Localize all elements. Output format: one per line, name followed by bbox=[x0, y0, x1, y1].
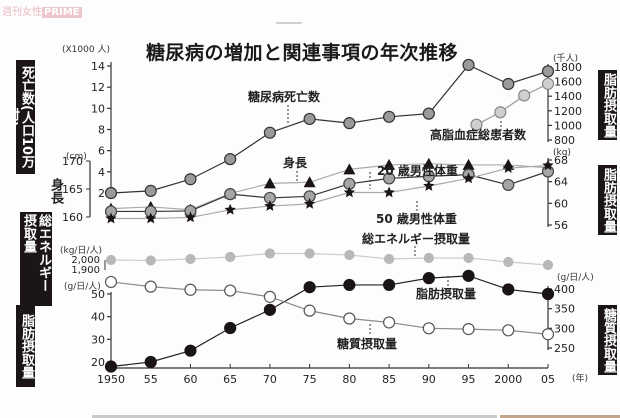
unit-thousand: (千人) bbox=[553, 54, 579, 64]
page-edge-bar bbox=[92, 415, 497, 418]
unit-fat: (g/日/人) bbox=[64, 282, 101, 292]
svg-text:05: 05 bbox=[541, 373, 555, 386]
svg-text:350: 350 bbox=[554, 303, 575, 316]
svg-text:1,900: 1,900 bbox=[71, 265, 100, 276]
svg-text:8: 8 bbox=[98, 124, 105, 137]
svg-text:50: 50 bbox=[91, 288, 105, 301]
axis-label-height: 身長 bbox=[48, 178, 63, 204]
svg-text:糖尿病死亡数: 糖尿病死亡数 bbox=[248, 89, 321, 104]
page-edge-tan bbox=[500, 415, 620, 418]
svg-text:2000: 2000 bbox=[494, 373, 522, 386]
axis-label-energy-text: 総エネルギー摂取量 bbox=[21, 214, 51, 292]
svg-text:1200: 1200 bbox=[554, 105, 582, 118]
svg-text:300: 300 bbox=[554, 322, 575, 335]
svg-text:95: 95 bbox=[462, 373, 476, 386]
chart-title: 糖尿病の増加と関連事項の年次推移 bbox=[146, 42, 459, 64]
svg-text:10: 10 bbox=[91, 102, 105, 115]
svg-text:60: 60 bbox=[183, 373, 197, 386]
svg-text:1000: 1000 bbox=[554, 119, 582, 132]
axis-label-right-mid: 脂肪摂取量 bbox=[598, 165, 617, 235]
svg-text:糖質摂取量: 糖質摂取量 bbox=[337, 336, 397, 351]
svg-text:85: 85 bbox=[382, 373, 396, 386]
axis-label-death: 死亡数(人口10万対) bbox=[4, 60, 35, 174]
watermark-brand: PRIME bbox=[42, 7, 82, 18]
svg-text:60: 60 bbox=[554, 197, 568, 210]
svg-text:1950: 1950 bbox=[97, 373, 125, 386]
svg-text:250: 250 bbox=[554, 342, 575, 355]
axis-label-right-bot: 糖質摂取量 bbox=[598, 305, 617, 375]
svg-text:1800: 1800 bbox=[554, 61, 582, 74]
svg-text:1600: 1600 bbox=[554, 76, 582, 89]
unit-death: (X1000 人) bbox=[62, 45, 110, 55]
svg-text:高脂血症総患者数: 高脂血症総患者数 bbox=[430, 127, 527, 142]
svg-text:165: 165 bbox=[62, 183, 83, 196]
svg-text:68: 68 bbox=[554, 154, 568, 167]
svg-text:70: 70 bbox=[263, 373, 277, 386]
svg-text:総エネルギー摂取量: 総エネルギー摂取量 bbox=[362, 231, 470, 246]
watermark: 週刊女性 PRIME bbox=[2, 3, 82, 18]
svg-text:1400: 1400 bbox=[554, 90, 582, 103]
svg-text:14: 14 bbox=[91, 60, 105, 73]
axis-label-fat-left: 脂肪摂取量 bbox=[16, 305, 35, 387]
svg-text:80: 80 bbox=[342, 373, 356, 386]
watermark-text: 週刊女性 bbox=[2, 7, 42, 18]
axis-label-right-top: 脂肪摂取量 bbox=[598, 70, 617, 140]
svg-text:170: 170 bbox=[62, 155, 83, 168]
unit-sugar: (g/日/人) bbox=[557, 273, 594, 283]
svg-text:160: 160 bbox=[62, 211, 83, 224]
svg-text:65: 65 bbox=[223, 373, 237, 386]
svg-text:20 歳男性体重: 20 歳男性体重 bbox=[377, 163, 458, 178]
unit-cm: (cm) bbox=[66, 152, 87, 162]
svg-text:6: 6 bbox=[98, 145, 105, 158]
svg-text:56: 56 bbox=[554, 219, 568, 232]
svg-text:50 歳男性体重: 50 歳男性体重 bbox=[376, 211, 457, 226]
svg-text:2: 2 bbox=[98, 187, 105, 200]
unit-kg: (kg) bbox=[553, 148, 571, 158]
decorative-smudge bbox=[276, 22, 302, 24]
svg-text:30: 30 bbox=[91, 333, 105, 346]
unit-energy: (kg/日/人) bbox=[60, 246, 103, 256]
axis-label-energy: 総エネルギー摂取量 bbox=[20, 212, 52, 306]
svg-text:55: 55 bbox=[144, 373, 158, 386]
svg-text:4: 4 bbox=[98, 166, 105, 179]
svg-text:20: 20 bbox=[91, 356, 105, 369]
svg-text:脂肪摂取量: 脂肪摂取量 bbox=[415, 286, 476, 301]
svg-text:身長: 身長 bbox=[283, 155, 308, 170]
unit-year: (年) bbox=[572, 374, 589, 384]
svg-text:12: 12 bbox=[91, 81, 105, 94]
svg-text:800: 800 bbox=[554, 134, 575, 147]
svg-text:75: 75 bbox=[303, 373, 317, 386]
svg-text:40: 40 bbox=[91, 311, 105, 324]
svg-text:2,000: 2,000 bbox=[71, 255, 100, 266]
svg-text:90: 90 bbox=[422, 373, 436, 386]
svg-text:64: 64 bbox=[554, 176, 568, 189]
svg-text:400: 400 bbox=[554, 283, 575, 296]
